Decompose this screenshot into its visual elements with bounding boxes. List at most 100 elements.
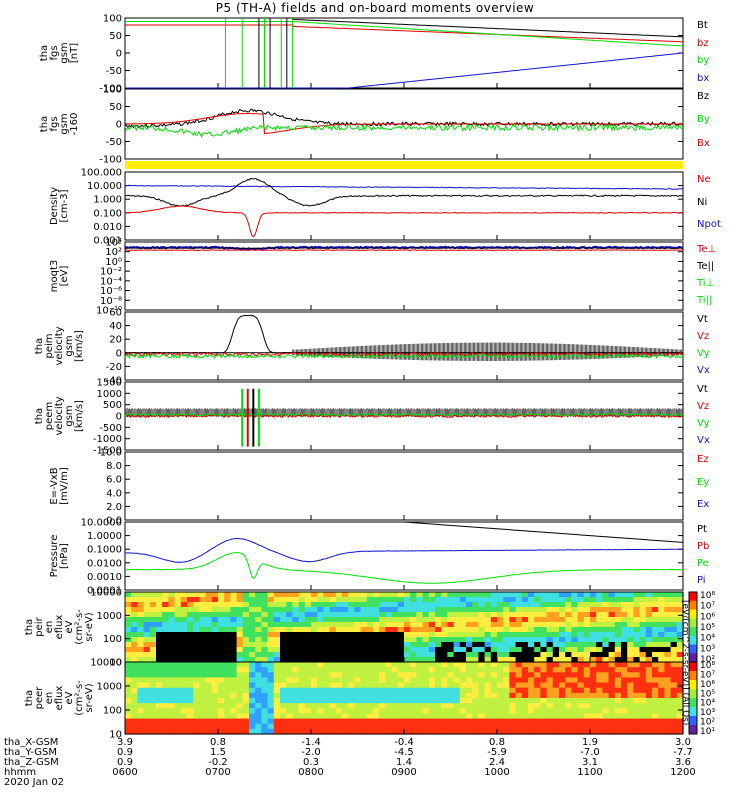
heatmap-cell (590, 672, 597, 679)
heatmap-cell (608, 642, 616, 648)
heatmap-cell (304, 682, 312, 689)
heatmap-cell (342, 612, 349, 618)
heatmap-cell (286, 692, 293, 699)
heatmap-cell (478, 657, 486, 663)
ytick-label: 10.000 (87, 181, 122, 192)
heatmap-cell (224, 627, 231, 633)
heatmap-cell (360, 592, 368, 598)
heatmap-cell (156, 692, 163, 699)
heatmap-cell (670, 647, 678, 653)
heatmap-cell (193, 677, 200, 684)
heatmap-cell (211, 617, 219, 623)
heatmap-cell (633, 627, 641, 633)
heatmap-cell (590, 637, 597, 643)
heatmap-cell (509, 647, 517, 653)
heatmap-cell (329, 667, 337, 673)
heatmap-cell (149, 632, 157, 638)
heatmap-cell (565, 723, 572, 730)
heatmap-cell (273, 632, 281, 638)
heatmap-cell (559, 703, 566, 709)
heatmap-cell (174, 652, 182, 658)
heatmap-cell (596, 723, 603, 730)
heatmap-cell (590, 622, 597, 628)
heatmap-cell (515, 662, 523, 668)
heatmap-cell (571, 627, 579, 633)
heatmap-cell (242, 672, 250, 679)
heatmap-cell (590, 662, 597, 668)
heatmap-cell (280, 652, 287, 658)
heatmap-cell (664, 672, 672, 679)
heatmap-cell (410, 692, 417, 699)
heatmap-cell (658, 617, 665, 623)
heatmap-cell (242, 657, 250, 663)
heatmap-cell (131, 662, 138, 668)
heatmap-cell (627, 632, 634, 638)
heatmap-cell (354, 708, 362, 715)
heatmap-cell (428, 662, 436, 668)
heatmap-cell (602, 698, 610, 704)
ytick-label: 0 (116, 348, 122, 359)
heatmap-cell (478, 632, 486, 638)
heatmap-cell (577, 713, 585, 720)
heatmap-cell (478, 698, 486, 704)
heatmap-cell (577, 682, 585, 689)
heatmap-cell (230, 642, 238, 648)
heatmap-cell (565, 662, 572, 668)
heatmap-cell (218, 713, 225, 720)
heatmap-cell (627, 607, 634, 613)
heatmap-cell (633, 607, 641, 613)
heatmap-cell (658, 612, 665, 618)
heatmap-cell (242, 728, 250, 735)
heatmap-cell (404, 617, 411, 623)
heatmap-cell (143, 662, 151, 668)
heatmap-cell (410, 612, 417, 618)
heatmap-cell (298, 687, 306, 694)
heatmap-cell (565, 713, 572, 720)
heatmap-cell (149, 612, 157, 618)
heatmap-cell (633, 647, 641, 653)
heatmap-cell (552, 662, 560, 668)
heatmap-cell (335, 708, 343, 715)
legend-entry: Vz (697, 331, 710, 342)
heatmap-cell (131, 677, 138, 684)
heatmap-cell (416, 677, 424, 684)
heatmap-cell (441, 597, 448, 603)
ytick-label: 10000 (90, 658, 122, 669)
heatmap-cell (571, 592, 579, 598)
heatmap-cell (676, 713, 684, 720)
heatmap-cell (459, 677, 467, 684)
ytick-label: -40 (106, 376, 122, 387)
heatmap-cell (416, 718, 424, 725)
heatmap-cell (255, 637, 262, 643)
heatmap-cell (447, 652, 455, 658)
heatmap-cell (633, 672, 641, 679)
heatmap-cell (298, 703, 306, 709)
heatmap-cell (199, 627, 207, 633)
heatmap-cell (354, 612, 362, 618)
heatmap-cell (596, 592, 603, 598)
heatmap-cell (670, 667, 678, 673)
heatmap-cell (633, 592, 641, 598)
heatmap-cell (137, 627, 145, 633)
heatmap-cell (298, 698, 306, 704)
heatmap-cell (335, 723, 343, 730)
heatmap-cell (323, 723, 331, 730)
heatmap-cell (131, 602, 138, 608)
heatmap-cell (459, 667, 467, 673)
heatmap-cell (540, 667, 548, 673)
heatmap-cell (366, 647, 374, 653)
heatmap-cell (422, 703, 430, 709)
heatmap-cell (633, 662, 641, 668)
heatmap-cell (608, 637, 616, 643)
heatmap-cell (292, 622, 300, 628)
heatmap-cell (168, 632, 176, 638)
heatmap-cell (360, 632, 368, 638)
heatmap-cell (342, 617, 349, 623)
heatmap-cell (453, 637, 461, 643)
heatmap-cell (317, 677, 324, 684)
heatmap-cell (162, 632, 169, 638)
heatmap-cell (565, 692, 572, 699)
ytick-label: -100 (99, 155, 122, 166)
heatmap-cell (590, 592, 597, 598)
heatmap-cell (577, 718, 585, 725)
